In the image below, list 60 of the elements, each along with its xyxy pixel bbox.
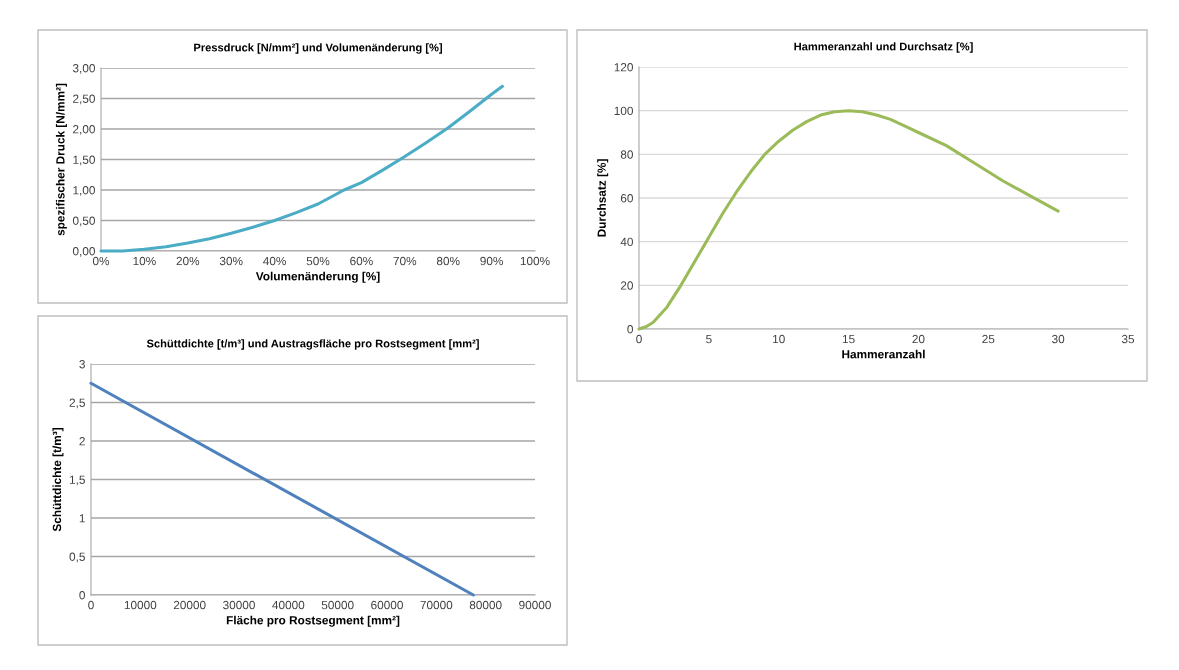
x-tick-label: 40000 [272, 600, 305, 610]
x-tick-label: 20% [176, 256, 200, 266]
x-tick-label: 5 [706, 334, 712, 344]
y-tick-label: 0 [79, 591, 85, 600]
x-tick-label: 30 [1052, 334, 1065, 344]
y-tick-label: 2,00 [73, 125, 95, 135]
x-tick-label: 25 [982, 334, 995, 344]
x-tick-label: 60% [350, 256, 373, 266]
y-tick-label: 0,5 [69, 552, 85, 563]
y-tick-label: 0,00 [72, 247, 95, 257]
x-tick-label: 40% [263, 256, 286, 266]
x-tick-label: 50% [306, 256, 330, 266]
y-tick-label: 20 [620, 281, 633, 290]
x-tick-label: 0% [92, 256, 110, 266]
y-tick-label: 3 [79, 360, 85, 369]
x-tick-label: 15 [842, 334, 855, 344]
x-tick-label: 70% [393, 256, 417, 266]
x-tick-label: 70000 [420, 600, 453, 610]
y-tick-label: 2 [79, 437, 85, 446]
y-tick-label: 1,50 [73, 155, 95, 166]
chart-title: Schüttdichte [t/m³] und Austragsfläche pro Rostsegment [mm²] [146, 339, 479, 350]
x-tick-label: 100% [520, 256, 550, 266]
x-tick-label: 20 [912, 334, 925, 344]
y-tick-label: 0,50 [72, 216, 95, 227]
chart-title: Pressdruck [N/mm²] und Volumenänderung [%] [194, 43, 442, 54]
y-tick-label: 80 [620, 150, 633, 159]
x-tick-label: 20000 [173, 600, 206, 610]
y-axis-title: spezifischer Druck [N/mm²] [55, 83, 67, 236]
line-series [637, 109, 1060, 331]
x-tick-label: 10% [133, 256, 156, 266]
x-tick-label: 90000 [519, 600, 551, 610]
x-tick-label: 35 [1121, 334, 1135, 344]
y-tick-label: 1,00 [73, 186, 95, 196]
y-tick-label: 40 [620, 237, 633, 247]
x-tick-label: 10 [773, 334, 785, 344]
x-tick-label: 0 [636, 334, 642, 344]
y-axis-title: Schüttdichte [t/m³] [52, 428, 64, 532]
x-axis-title: Hammeranzahl [842, 349, 925, 359]
y-tick-label: 1 [79, 514, 85, 523]
y-tick-label: 0 [627, 325, 633, 334]
x-tick-label: 90% [480, 256, 503, 266]
y-axis-title: Durchsatz [%] [597, 159, 609, 237]
line-series [99, 84, 504, 253]
y-tick-label: 1,5 [69, 475, 85, 486]
chart-title: Hammeranzahl und Durchsatz [%] [794, 42, 973, 53]
x-tick-label: 80% [436, 256, 460, 266]
y-tick-label: 60 [620, 194, 633, 203]
x-tick-label: 30000 [223, 600, 255, 610]
y-tick-label: 2,50 [73, 94, 95, 105]
x-axis-title: Volumenänderung [%] [255, 271, 380, 283]
x-tick-label: 60000 [371, 600, 403, 610]
y-tick-label: 3,00 [72, 64, 95, 74]
x-tick-label: 10000 [124, 600, 157, 610]
x-tick-label: 80000 [469, 600, 502, 610]
x-tick-label: 30% [219, 256, 243, 266]
y-tick-label: 120 [614, 63, 633, 72]
x-axis-title: Fläche pro Rostsegment [mm²] [226, 615, 400, 627]
x-tick-label: 50000 [321, 600, 354, 610]
y-tick-label: 2,5 [69, 398, 85, 409]
y-tick-label: 100 [614, 106, 633, 116]
